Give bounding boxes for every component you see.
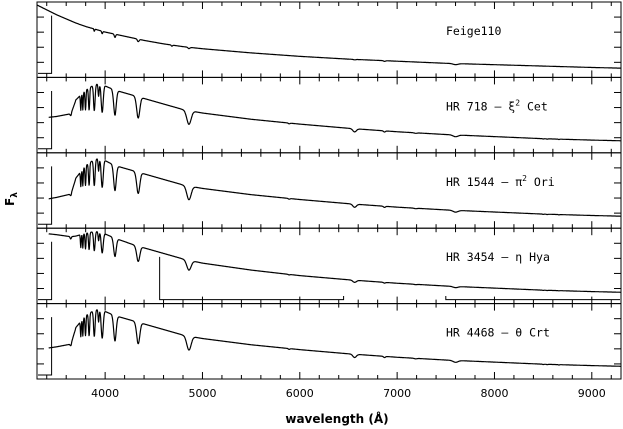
panel-frame [36,152,622,229]
masked-region [38,90,53,150]
y-axis-label-main: F [3,198,17,206]
series-label: HR 4468 – θ Crt [446,326,550,340]
x-tick-label: 7000 [383,387,411,400]
spectrum-line [36,4,622,69]
y-axis-label: Fλ [3,192,20,206]
masked-region [38,166,53,225]
series-label: HR 1544 – π2 Ori [446,174,555,189]
x-tick-label: 8000 [480,387,508,400]
masked-region [159,256,345,301]
series-label-superscript: 2 [522,174,527,183]
x-axis-label: wavelength (Å) [285,411,388,426]
y-axis-label-subscript: λ [10,192,20,198]
series-label-suffix: Crt [522,326,550,340]
spectrum-line [48,231,622,293]
series-label-main: HR 4468 – θ [446,326,522,340]
panel-1: Feige110 [36,1,622,78]
series-label: HR 718 – ξ2 Cet [446,98,548,113]
x-tick-label: 6000 [286,387,314,400]
spectrum-line [48,83,622,142]
spectrum-line [48,158,622,217]
spectrum-line [48,309,622,367]
x-tick-label: 9000 [578,387,606,400]
masked-region [38,241,53,301]
masked-region [38,317,53,376]
series-label: HR 3454 – η Hya [446,250,550,264]
series-label: Feige110 [446,24,501,38]
masked-region [445,296,620,301]
panel-3: HR 1544 – π2 Ori [36,152,622,229]
panel-2: HR 718 – ξ2 Cet [36,76,622,154]
panel-frame [36,76,622,154]
series-label-suffix: Ori [527,175,555,189]
x-axis: 4000 5000 6000 7000 8000 9000 [91,387,606,400]
x-tick-label: 5000 [188,387,216,400]
series-label-main: Feige110 [446,24,501,38]
panel-5: HR 4468 – θ Crt [36,303,622,380]
masked-region [38,15,53,74]
series-label-suffix: Hya [522,250,550,264]
panel-frame [36,303,622,380]
series-label-suffix: Cet [520,99,548,113]
x-tick-label: 4000 [91,387,119,400]
series-label-main: HR 1544 – π [446,175,522,189]
panel-frame [36,227,622,305]
series-label-main: HR 3454 – η [446,250,522,264]
series-label-superscript: 2 [515,98,520,107]
panel-4: HR 3454 – η Hya [36,227,622,305]
series-label-main: HR 718 – ξ [446,99,515,113]
